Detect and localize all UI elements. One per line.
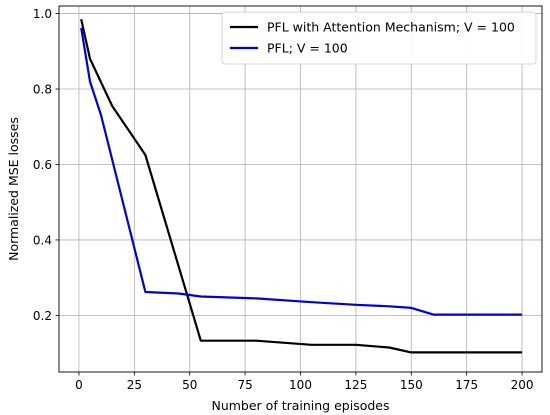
- x-tick-label: 25: [127, 378, 142, 392]
- series-line-2: [80, 27, 523, 316]
- x-tick-label: 50: [182, 378, 197, 392]
- y-tick-label: 1.0: [33, 7, 52, 21]
- legend: PFL with Attention Mechanism; V = 100 PFL…: [221, 11, 537, 65]
- x-tick-label: 0: [75, 378, 83, 392]
- x-tick-label: 100: [289, 378, 312, 392]
- series-lines: [80, 18, 523, 354]
- y-tick-label: 0.8: [33, 83, 52, 97]
- legend-label: PFL; V = 100: [267, 41, 348, 56]
- y-axis-label: Normalized MSE losses: [6, 117, 21, 261]
- x-tick-label: 150: [400, 378, 423, 392]
- y-tick-label: 0.2: [33, 309, 52, 323]
- x-tick-label: 75: [237, 378, 252, 392]
- axis-ticks: 0 25 50 75 100 125 150 175 200 0.2 0.4 0.6 0.8 1.0: [33, 7, 534, 392]
- y-tick-label: 0.4: [33, 233, 52, 247]
- x-tick-label: 175: [455, 378, 478, 392]
- x-tick-label: 200: [511, 378, 534, 392]
- y-tick-label: 0.6: [33, 158, 52, 172]
- series-line-1: [80, 18, 523, 354]
- legend-label: PFL with Attention Mechanism; V = 100: [267, 20, 515, 35]
- legend-box: [221, 11, 537, 65]
- x-axis-label: Number of training episodes: [211, 398, 389, 413]
- x-tick-label: 125: [344, 378, 367, 392]
